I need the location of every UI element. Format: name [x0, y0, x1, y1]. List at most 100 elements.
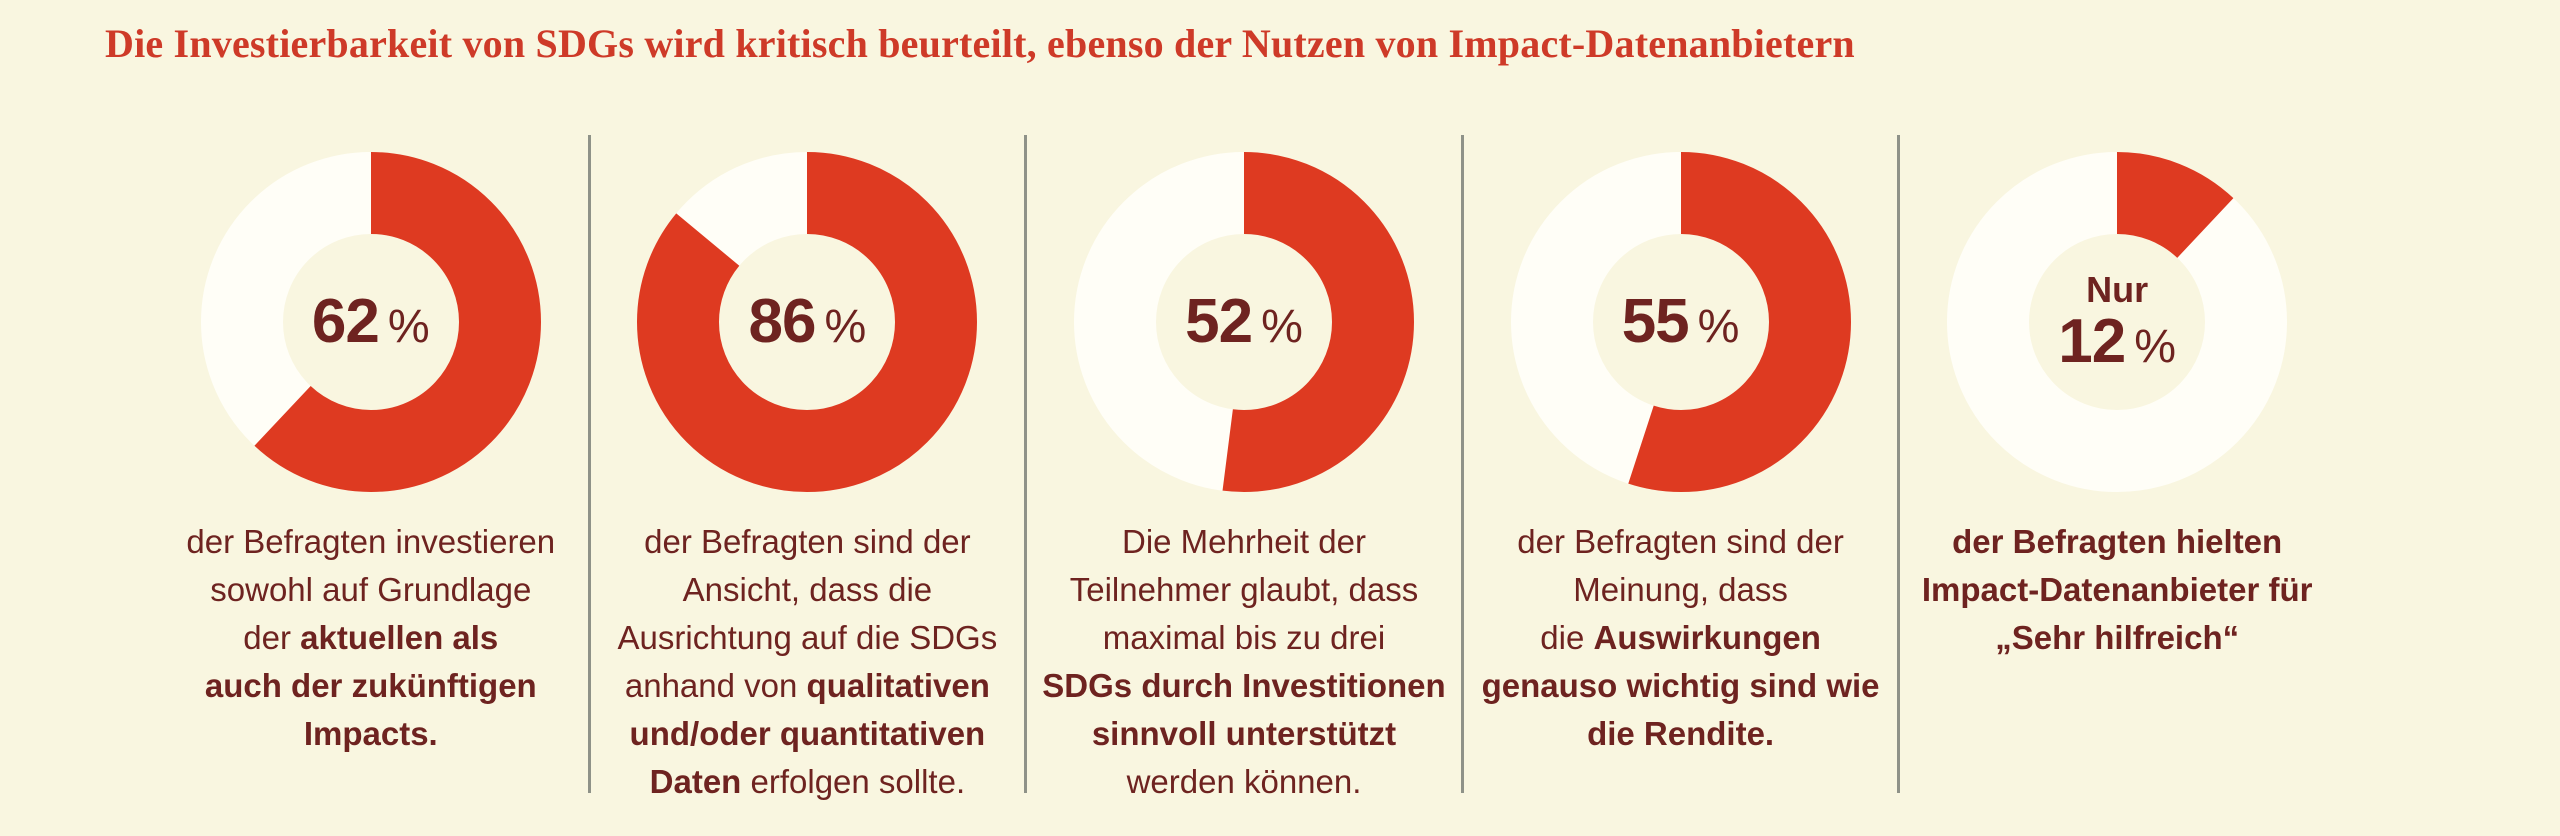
donut-percentage-value: 55% — [1622, 289, 1740, 354]
donut-center-label: 62% — [201, 152, 541, 492]
percent-sign: % — [1261, 299, 1303, 353]
donut-value-arc — [1947, 152, 2288, 492]
description-segment: Teilnehmer glaubt, dass — [1069, 571, 1419, 608]
chart-description-2: der Befragten sind der Ansicht, dass die A… — [591, 518, 1025, 806]
description-bold-segment: die Rendite. — [1587, 715, 1775, 752]
infographic-title: Die Investierbarkeit von SDGs wird kriti… — [105, 21, 1855, 66]
description-line: Ausrichtung auf die SDGs — [591, 614, 1025, 662]
description-line: genauso wichtig sind wie — [1464, 662, 1898, 710]
donut-center-label: Nur 12% — [1947, 152, 2287, 492]
description-bold-segment: genauso wichtig sind wie — [1481, 667, 1880, 704]
chart-column-2: 86% der Befragten sind der Ansicht, dass d… — [591, 135, 1028, 800]
description-segment: Ansicht, dass die — [682, 571, 933, 608]
description-line: Ansicht, dass die — [591, 566, 1025, 614]
donut-value-arc — [637, 152, 978, 492]
description-line: werden können. — [1027, 758, 1461, 806]
donut-ring-svg — [1510, 152, 1851, 492]
donut-value-arc — [1510, 152, 1851, 492]
description-segment: anhand von — [624, 667, 807, 704]
description-line: der Befragten sind der — [1464, 518, 1898, 566]
description-line: Impacts. — [154, 710, 588, 758]
description-line: anhand von qualitativen — [591, 662, 1025, 710]
description-line: Impact-Datenanbieter für — [1900, 566, 2334, 614]
chart-column-1: 62% der Befragten investieren sowohl auf G… — [154, 135, 591, 793]
percent-sign: % — [387, 299, 430, 353]
description-line: SDGs durch Investitionen — [1027, 662, 1461, 710]
chart-column-4: 55% der Befragten sind der Meinung, dass di… — [1464, 135, 1901, 793]
chart-description-4: der Befragten sind der Meinung, dass die A… — [1464, 518, 1898, 758]
donut-value-arc — [1073, 152, 1414, 492]
description-line: der Befragten sind der — [591, 518, 1025, 566]
donut-ring-svg — [637, 152, 978, 492]
description-segment: der Befragten investieren — [186, 523, 556, 560]
description-bold-segment: sinnvoll unterstützt — [1091, 715, 1397, 752]
description-bold-segment: Daten — [649, 763, 742, 800]
description-bold-segment: qualitativen — [806, 667, 990, 704]
description-line: maximal bis zu drei — [1027, 614, 1461, 662]
description-line: auch der zukünftigen — [154, 662, 588, 710]
description-line: und/oder quantitativen — [591, 710, 1025, 758]
donut-chart-3: 52% — [1073, 152, 1414, 492]
donut-chart-4: 55% — [1510, 152, 1851, 492]
donut-percentage-value: 52% — [1185, 289, 1303, 354]
description-line: die Auswirkungen — [1464, 614, 1898, 662]
description-bold-segment: Impact-Datenanbieter für — [1921, 571, 2313, 608]
donut-center-label: 86% — [637, 152, 977, 492]
description-bold-segment: der Befragten hielten — [1952, 523, 2283, 560]
description-line: der Befragten hielten — [1900, 518, 2334, 566]
donut-ring-svg — [1947, 152, 2288, 492]
description-line: der aktuellen als — [154, 614, 588, 662]
chart-description-1: der Befragten investieren sowohl auf Grun… — [154, 518, 588, 758]
donut-percentage-value: 86% — [749, 289, 867, 354]
donut-chart-2: 86% — [637, 152, 978, 492]
description-line: Teilnehmer glaubt, dass — [1027, 566, 1461, 614]
description-bold-segment: auch der zukünftigen — [204, 667, 537, 704]
percentage-number: 86 — [748, 287, 817, 357]
donut-percentage-value: 12% — [2058, 309, 2176, 374]
description-segment: werden können. — [1126, 763, 1362, 800]
percentage-number: 62 — [311, 287, 380, 357]
donut-value-arc — [200, 152, 541, 492]
donut-center-label: 52% — [1074, 152, 1414, 492]
donut-center-label: 55% — [1511, 152, 1851, 492]
description-segment: maximal bis zu drei — [1102, 619, 1386, 656]
chart-column-3: 52% Die Mehrheit der Teilnehmer glaubt, da… — [1027, 135, 1464, 800]
donut-ring-svg — [1073, 152, 1414, 492]
donut-chart-5: Nur 12% — [1947, 152, 2288, 492]
description-line: Die Mehrheit der — [1027, 518, 1461, 566]
percent-sign: % — [1697, 299, 1740, 353]
description-segment: sowohl auf Grundlage — [210, 571, 532, 608]
description-line: die Rendite. — [1464, 710, 1898, 758]
description-line: „Sehr hilfreich“ — [1900, 614, 2334, 662]
donut-percentage-value: 62% — [312, 289, 430, 354]
description-bold-segment: Auswirkungen — [1593, 619, 1821, 656]
chart-description-3: Die Mehrheit der Teilnehmer glaubt, dass m… — [1027, 518, 1461, 806]
donut-center-prefix: Nur — [2086, 268, 2149, 310]
percentage-number: 12 — [2058, 307, 2126, 377]
percent-sign: % — [824, 299, 867, 353]
description-segment: Die Mehrheit der — [1122, 523, 1366, 560]
donut-chart-1: 62% — [200, 152, 541, 492]
description-bold-segment: und/oder quantitativen — [629, 715, 986, 752]
chart-description-5: der Befragten hielten Impact-Datenanbiete… — [1900, 518, 2334, 662]
description-bold-segment: aktuellen als — [300, 619, 499, 656]
description-line: der Befragten investieren — [154, 518, 588, 566]
description-bold-segment: Impacts. — [303, 715, 438, 752]
percentage-number: 55 — [1621, 287, 1690, 357]
description-segment: der — [243, 619, 301, 656]
description-line: Daten erfolgen sollte. — [591, 758, 1025, 806]
donut-ring-svg — [200, 152, 541, 492]
description-segment: der Befragten sind der — [644, 523, 971, 560]
description-segment: die — [1540, 619, 1594, 656]
description-segment: der Befragten sind der — [1517, 523, 1844, 560]
description-line: sowohl auf Grundlage — [154, 566, 588, 614]
description-bold-segment: „Sehr hilfreich“ — [1995, 619, 2240, 656]
description-segment: Meinung, dass — [1573, 571, 1788, 608]
description-segment: erfolgen sollte. — [741, 763, 966, 800]
description-segment: Ausrichtung auf die SDGs — [617, 619, 998, 656]
description-line: sinnvoll unterstützt — [1027, 710, 1461, 758]
description-line: Meinung, dass — [1464, 566, 1898, 614]
chart-column-5: Nur 12% der Befragten hielten Impact-Datena… — [1900, 135, 2334, 793]
description-bold-segment: SDGs durch Investitionen — [1042, 667, 1446, 704]
